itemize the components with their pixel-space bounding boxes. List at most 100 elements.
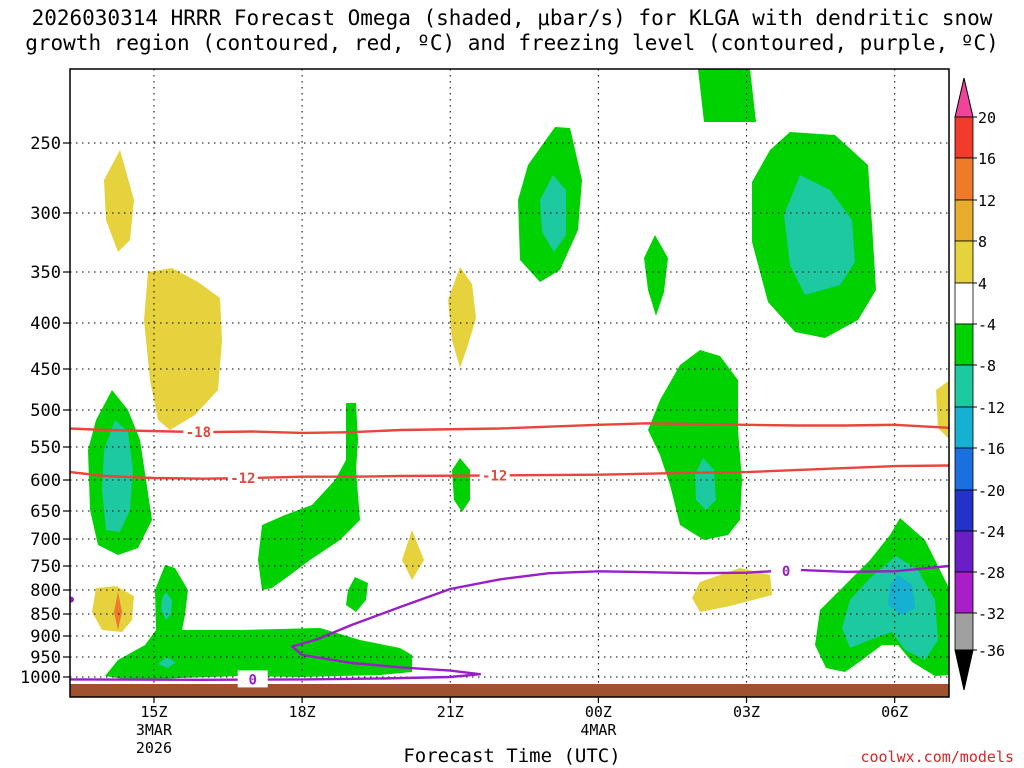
x-tick-label: 18Z bbox=[289, 703, 316, 721]
colorbar-swatch bbox=[954, 240, 974, 284]
freezing-level-contour bbox=[70, 596, 74, 603]
y-tick-label: 250 bbox=[30, 134, 61, 154]
y-tick-label: 350 bbox=[30, 263, 61, 283]
colorbar-swatch bbox=[954, 489, 974, 532]
y-tick-label: 800 bbox=[30, 581, 61, 601]
chart-title-line-1: 2026030314 HRRR Forecast Omega (shaded, … bbox=[31, 6, 993, 30]
colorbar-swatch bbox=[954, 364, 974, 408]
x-tick-year: 2026 bbox=[136, 739, 172, 757]
omega-area bbox=[842, 556, 938, 660]
omega-area bbox=[104, 150, 134, 252]
x-tick-label: 21Z bbox=[437, 703, 464, 721]
colorbar-label: 16 bbox=[978, 150, 996, 168]
x-tick-label: 03Z bbox=[733, 703, 760, 721]
colorbar-label: -24 bbox=[978, 523, 1005, 541]
dgz-minus12-label: -12 bbox=[482, 468, 507, 484]
dgz-minus12-label-bg bbox=[227, 469, 258, 487]
colorbar-label: 8 bbox=[978, 233, 987, 251]
omega-area bbox=[114, 592, 122, 630]
x-axis-title: Forecast Time (UTC) bbox=[403, 745, 621, 767]
omega-area bbox=[161, 592, 172, 620]
x-tick-date: 4MAR bbox=[580, 721, 617, 739]
x-tick-label: 06Z bbox=[881, 703, 908, 721]
colorbar-swatch bbox=[954, 116, 974, 159]
omega-colorbar: 20 16 12 8 4 -4 -8 -12 -16 -20 -24 -28 -32 -36 bbox=[954, 77, 1005, 691]
omega-area bbox=[402, 530, 424, 580]
colorbar-swatch bbox=[954, 157, 974, 201]
omega-area bbox=[452, 458, 470, 512]
freezing-level-label-bg bbox=[771, 561, 802, 579]
omega-area bbox=[448, 267, 476, 368]
omega-area bbox=[158, 657, 176, 668]
colorbar-label: -32 bbox=[978, 605, 1005, 623]
y-tick-label: 950 bbox=[30, 648, 61, 668]
omega-area bbox=[936, 380, 949, 439]
y-tick-label: 450 bbox=[30, 360, 61, 380]
colorbar-label: -12 bbox=[978, 399, 1005, 417]
omega-area bbox=[784, 175, 855, 295]
colorbar-label: -28 bbox=[978, 564, 1005, 582]
colorbar-label: -36 bbox=[978, 642, 1005, 660]
dgz-minus12-label: -12 bbox=[230, 471, 255, 487]
colorbar-label: 20 bbox=[978, 109, 996, 127]
y-tick-label: 650 bbox=[30, 502, 61, 522]
chart-title-line-2: growth region (contoured, red, ºC) and f… bbox=[25, 31, 999, 55]
plot-frame bbox=[69, 68, 950, 698]
y-tick-label: 1000 bbox=[20, 668, 61, 688]
omega-area bbox=[144, 268, 222, 430]
ground-surface bbox=[70, 684, 949, 697]
omega-area bbox=[695, 458, 716, 510]
y-tick-label: 750 bbox=[30, 557, 61, 577]
omega-area bbox=[644, 235, 668, 316]
colorbar-swatch bbox=[954, 612, 974, 651]
pressure-axis: 2503003504004505005506006507007508008509… bbox=[20, 134, 70, 688]
omega-area bbox=[92, 586, 134, 632]
dgz-minus18-contour bbox=[70, 422, 949, 435]
x-tick-label: 15Z bbox=[140, 703, 167, 721]
y-tick-label: 400 bbox=[30, 314, 61, 334]
colorbar-swatch bbox=[954, 530, 974, 573]
y-tick-label: 300 bbox=[30, 204, 61, 224]
colorbar-top-arrow bbox=[954, 77, 974, 118]
colorbar-swatch bbox=[954, 282, 974, 325]
y-tick-label: 550 bbox=[30, 438, 61, 458]
y-tick-label: 850 bbox=[30, 605, 61, 625]
colorbar-swatch bbox=[954, 323, 974, 366]
dgz-minus12-label-bg bbox=[479, 466, 510, 484]
dgz-minus12-contour bbox=[70, 464, 949, 480]
colorbar-swatch bbox=[954, 199, 974, 242]
colorbar-bottom-arrow bbox=[954, 649, 974, 691]
freezing-level-label: 0 bbox=[248, 672, 256, 688]
omega-area bbox=[648, 350, 742, 540]
colorbar-label: -16 bbox=[978, 440, 1005, 458]
y-tick-label: 700 bbox=[30, 530, 61, 550]
dgz-minus18-label-bg bbox=[183, 423, 214, 441]
colorbar-swatch bbox=[954, 447, 974, 491]
freezing-level-contour bbox=[70, 564, 949, 681]
y-tick-label: 500 bbox=[30, 401, 61, 421]
dgz-minus18-label: -18 bbox=[186, 425, 211, 441]
x-tick-label: 00Z bbox=[585, 703, 612, 721]
colorbar-label: -8 bbox=[978, 357, 996, 375]
omega-area bbox=[346, 577, 368, 612]
omega-area bbox=[105, 565, 412, 680]
x-tick-date: 3MAR bbox=[136, 721, 173, 739]
colorbar-label: 12 bbox=[978, 192, 996, 210]
omega-area bbox=[692, 568, 772, 612]
colorbar-label: -20 bbox=[978, 482, 1005, 500]
omega-area bbox=[698, 69, 756, 122]
credit-link[interactable]: coolwx.com/models bbox=[860, 748, 1014, 766]
freezing-level-label-bg bbox=[237, 670, 268, 688]
y-tick-label: 900 bbox=[30, 627, 61, 647]
colorbar-label: 4 bbox=[978, 275, 987, 293]
colorbar-swatch bbox=[954, 571, 974, 614]
colorbar-swatch bbox=[954, 406, 974, 449]
omega-area bbox=[540, 175, 566, 252]
omega-area bbox=[258, 403, 360, 590]
omega-shading bbox=[88, 69, 949, 680]
freezing-level-label: 0 bbox=[782, 564, 790, 580]
y-tick-label: 600 bbox=[30, 471, 61, 491]
colorbar-label: -4 bbox=[978, 316, 996, 334]
